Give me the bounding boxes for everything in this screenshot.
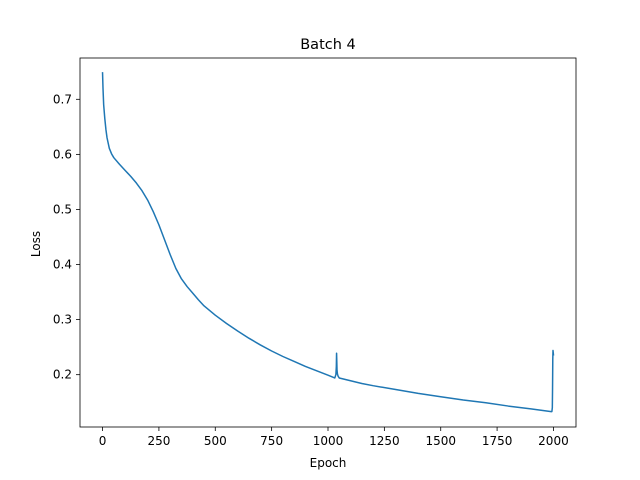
x-tick-label: 0 [99, 434, 107, 448]
x-tick-label: 1750 [482, 434, 513, 448]
x-axis-label: Epoch [310, 456, 347, 470]
y-tick-label: 0.2 [53, 368, 72, 382]
x-tick-label: 1250 [369, 434, 400, 448]
x-tick-label: 750 [260, 434, 283, 448]
plot-area [101, 72, 555, 413]
x-tick-label: 250 [147, 434, 170, 448]
loss-series-line [101, 72, 555, 413]
x-tick-label: 1000 [313, 434, 344, 448]
y-axis-label: Loss [29, 231, 43, 257]
y-tick-label: 0.3 [53, 313, 72, 327]
x-tick-label: 2000 [538, 434, 569, 448]
chart-title: Batch 4 [300, 37, 356, 53]
y-tick-label: 0.7 [53, 92, 72, 106]
y-tick-label: 0.4 [53, 258, 72, 272]
y-tick-label: 0.5 [53, 202, 72, 216]
y-tick-label: 0.6 [53, 147, 72, 161]
y-axis: 0.2 0.3 0.4 0.5 0.6 0.7 [53, 92, 80, 382]
x-tick-label: 500 [204, 434, 227, 448]
x-axis: 0 250 500 750 1000 1250 1500 1750 2000 [99, 427, 569, 448]
x-tick-label: 1500 [425, 434, 456, 448]
